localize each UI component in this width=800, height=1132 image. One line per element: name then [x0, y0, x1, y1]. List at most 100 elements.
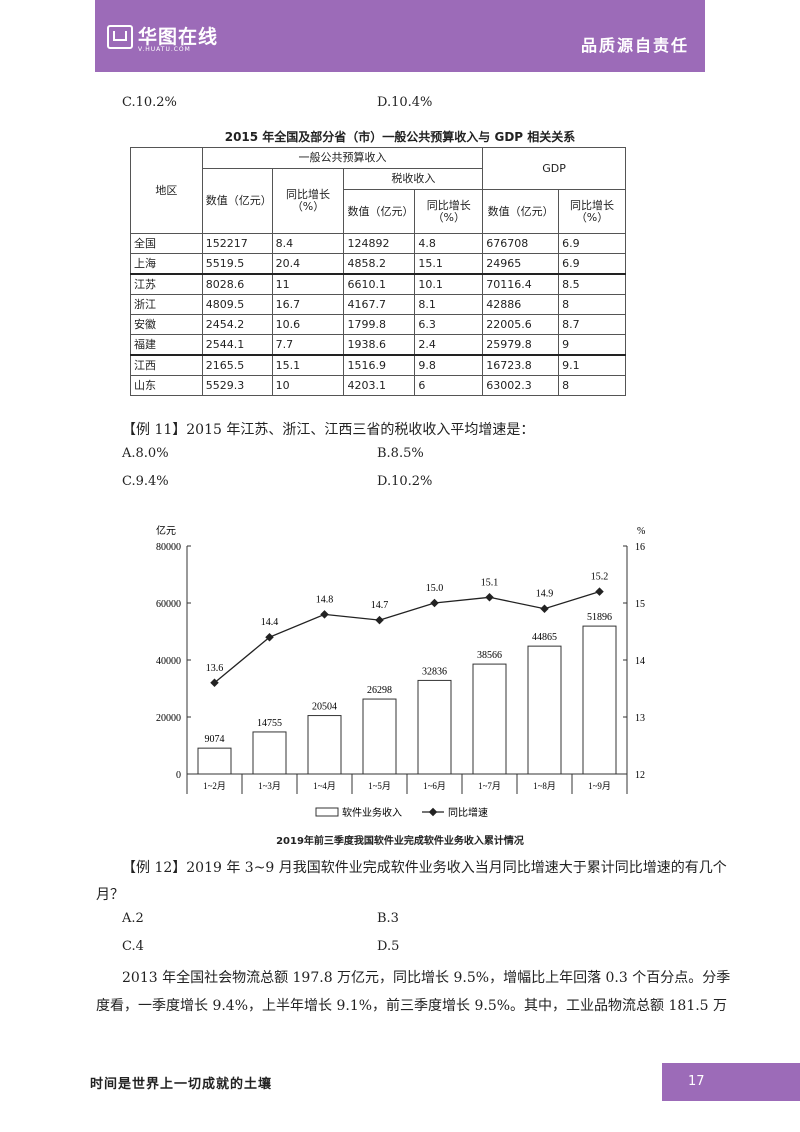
legend-line-label: 同比增速: [448, 806, 488, 819]
growth-label: 15.0: [426, 583, 444, 594]
table-cell-region: 山东: [130, 375, 203, 396]
bar-label: 44865: [532, 632, 557, 643]
table-cell: 2544.1: [201, 334, 273, 356]
table-cell: 8028.6: [201, 273, 273, 295]
header-budget-value: 数值（亿元）: [201, 168, 273, 234]
table-cell: 10.6: [271, 314, 345, 335]
table-cell: 15.1: [414, 253, 484, 275]
left-axis-unit: 亿元: [156, 524, 176, 537]
table-cell: 1516.9: [343, 354, 416, 376]
table-cell: 9: [558, 334, 626, 356]
table-cell: 1938.6: [343, 334, 416, 356]
bar: [252, 731, 287, 775]
legend-bar-label: 软件业务收入: [342, 806, 402, 819]
table-cell: 5529.3: [201, 375, 273, 396]
table-cell: 4.8: [414, 233, 484, 254]
brand-name: 华图在线: [138, 26, 219, 48]
prev-option-d: D.10.4%: [377, 95, 433, 110]
table-cell: 25979.8: [482, 334, 560, 356]
table-cell: 22005.6: [482, 314, 560, 335]
bar: [527, 645, 562, 775]
growth-point: [375, 615, 384, 625]
table-cell: 2454.2: [201, 314, 273, 335]
table-cell: 6.9: [558, 253, 626, 275]
table-cell: 6610.1: [343, 273, 416, 295]
table-cell: 16723.8: [482, 354, 560, 376]
table-row: 浙江 4809.5 16.7 4167.7 8.1 42886 8: [130, 294, 626, 315]
growth-label: 14.9: [536, 589, 554, 600]
bar: [472, 663, 507, 775]
table-cell: 6.9: [558, 233, 626, 254]
legend-bar-swatch: [315, 807, 339, 817]
table-cell: 8.4: [271, 233, 345, 254]
right-tick-label: 16: [635, 542, 645, 553]
growth-point: [210, 678, 219, 688]
growth-point: [265, 632, 274, 642]
category-label: 1~8月: [533, 781, 556, 791]
header-tax-growth: 同比增长（%）: [414, 189, 484, 234]
table-cell-region: 江西: [130, 354, 203, 376]
table-row: 江苏 8028.6 11 6610.1 10.1 70116.4 8.5: [130, 273, 626, 295]
table-cell: 8: [558, 375, 626, 396]
page-number: 17: [688, 1074, 705, 1089]
category-label: 1~9月: [588, 781, 611, 791]
q12-stem-line1: 【例 12】2019 年 3~9 月我国软件业完成软件业务收入当月同比增速大于累…: [122, 860, 727, 876]
table-cell: 4809.5: [201, 294, 273, 315]
bar-label: 51896: [587, 612, 612, 623]
growth-label: 14.4: [261, 617, 279, 628]
header-tax: 税收收入: [343, 168, 484, 190]
category-label: 1~5月: [368, 781, 391, 791]
bar-label: 38566: [477, 650, 502, 661]
logo-icon: [107, 25, 133, 49]
header-budget-growth: 同比增长（%）: [271, 168, 345, 234]
growth-point: [320, 610, 329, 619]
growth-line: [214, 590, 600, 684]
bar: [307, 715, 342, 775]
q12-option-a: A.2: [122, 911, 144, 926]
footer-motto: 时间是世界上一切成就的土壤: [90, 1077, 273, 1092]
bar-label: 14755: [257, 718, 282, 729]
table-cell: 15.1: [271, 354, 345, 376]
table-cell: 8.1: [414, 294, 484, 315]
growth-point: [430, 598, 439, 608]
table-cell: 7.7: [271, 334, 345, 356]
table-cell: 16.7: [271, 294, 345, 315]
q11-stem: 【例 11】2015 年江苏、浙江、江西三省的税收收入平均增速是：: [122, 422, 535, 438]
table-cell: 4203.1: [343, 375, 416, 396]
brand-url: V.HUATU.COM: [138, 46, 191, 53]
q12-option-d: D.5: [377, 939, 400, 954]
category-label: 1~7月: [478, 781, 501, 791]
growth-point: [540, 604, 549, 613]
page-number-box: [662, 1063, 800, 1101]
table-cell: 9.1: [558, 354, 626, 376]
bar: [417, 679, 452, 775]
growth-label: 15.2: [591, 572, 609, 583]
table-cell: 63002.3: [482, 375, 560, 396]
growth-label: 14.7: [371, 600, 389, 611]
growth-point: [595, 587, 604, 596]
bar: [197, 747, 232, 775]
bar-label: 20504: [312, 702, 337, 713]
table-cell-region: 浙江: [130, 294, 203, 315]
q12-option-c: C.4: [122, 939, 144, 954]
table-cell: 70116.4: [482, 273, 560, 295]
right-tick-label: 14: [635, 656, 645, 667]
header-gdp-growth: 同比增长（%）: [558, 189, 626, 234]
table-row: 江西 2165.5 15.1 1516.9 9.8 16723.8 9.1: [130, 354, 626, 376]
category-label: 1~3月: [258, 781, 281, 791]
table-cell: 20.4: [271, 253, 345, 275]
table-cell: 8.5: [558, 273, 626, 295]
table-cell: 42886: [482, 294, 560, 315]
legend-line-marker: [428, 807, 438, 817]
passage-line2: 度看，一季度增长 9.4%，上半年增长 9.1%，前三季度增长 9.5%。其中，…: [96, 998, 728, 1014]
data-table: 地区 一般公共预算收入 GDP 数值（亿元） 同比增长（%） 税收收入 数值（亿…: [130, 147, 626, 396]
page-header: 华图在线 V.HUATU.COM 品质源自责任: [95, 0, 705, 72]
table-row: 安徽 2454.2 10.6 1799.8 6.3 22005.6 8.7: [130, 314, 626, 335]
header-slogan: 品质源自责任: [580, 36, 689, 55]
table-cell-region: 上海: [130, 253, 203, 275]
right-tick-label: 12: [635, 770, 645, 781]
table-cell: 2165.5: [201, 354, 273, 376]
table-cell: 152217: [201, 233, 273, 254]
chart-title: 2019年前三季度我国软件业完成软件业务收入累计情况: [276, 836, 524, 847]
header-tax-value: 数值（亿元）: [343, 189, 416, 234]
